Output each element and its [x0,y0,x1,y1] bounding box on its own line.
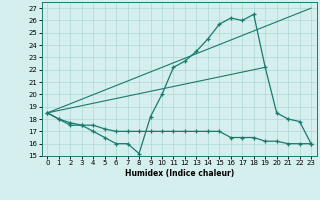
X-axis label: Humidex (Indice chaleur): Humidex (Indice chaleur) [124,169,234,178]
